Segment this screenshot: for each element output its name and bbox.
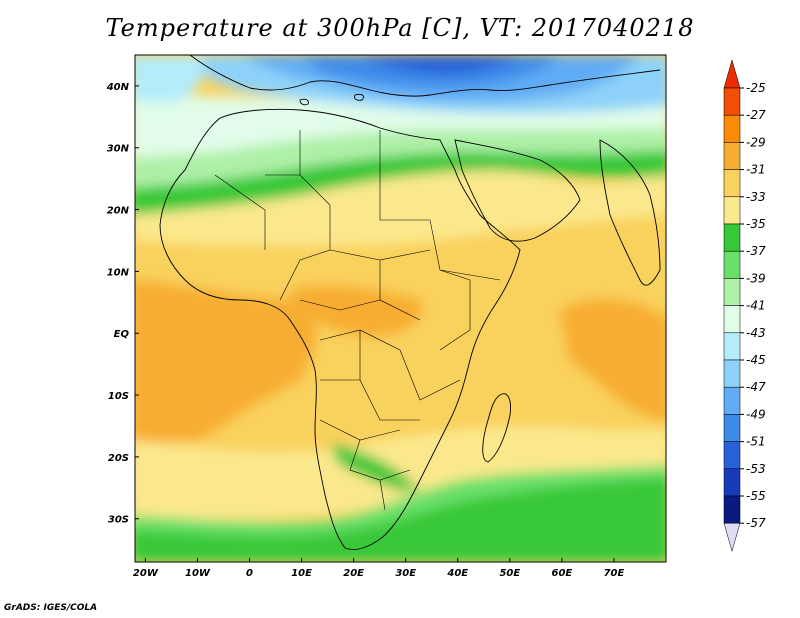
lon-tick-label: 60E (552, 568, 573, 579)
colorbar-level-label: -29 (746, 135, 766, 149)
lat-tick-label: EQ (114, 329, 130, 340)
colorbar-swatch (723, 87, 741, 116)
colorbar-swatch (723, 441, 741, 470)
colorbar-swatch (723, 495, 741, 524)
map-title: Temperature at 300hPa [C], VT: 201704021… (105, 14, 695, 42)
lon-tick-label: 0 (246, 568, 253, 579)
colorbar-level-label: -53 (746, 462, 766, 476)
mediterranean-islands (299, 93, 365, 106)
lat-tick-label: 10S (108, 391, 129, 402)
lon-tick-label: 20W (133, 568, 159, 579)
coastline-outlines (159, 55, 661, 550)
colorbar-level-label: -27 (746, 108, 766, 122)
colorbar-swatch (723, 305, 741, 334)
credit-label: GrADS: IGES/COLA (4, 603, 98, 613)
lon-tick-label: 20E (343, 568, 364, 579)
colorbar-level-label: -57 (746, 516, 766, 530)
white-patch-northwest (135, 55, 204, 103)
colorbar-swatch (723, 196, 741, 225)
colorbar-bottom-arrow (723, 522, 741, 553)
lat-tick-label: 30S (108, 515, 129, 526)
colorbar-swatch (723, 359, 741, 388)
lat-tick-label: 20N (107, 206, 130, 217)
green-band-south (135, 478, 666, 562)
africa-coastline (159, 108, 521, 550)
colorbar-level-label: -39 (746, 271, 766, 285)
madagascar-outline (482, 393, 511, 463)
green-tongue-south (330, 445, 420, 491)
colorbar-swatch (723, 278, 741, 306)
warm-region-east (560, 299, 666, 420)
lightgreen-band-north (135, 115, 666, 188)
map-frame (134, 54, 667, 563)
lon-tick-label: 10W (185, 568, 211, 579)
colorbar-swatch (723, 332, 741, 361)
lon-tick-label: 50E (499, 568, 520, 579)
colorbar-level-label: -45 (746, 353, 766, 367)
lat-tick-label: 20S (108, 453, 129, 464)
colorbar-level-label: -47 (746, 380, 766, 394)
colorbar-level-label: -41 (746, 299, 766, 313)
color-legend: -25 -27 -29 -31 -33 -35 -37 -39 -41 -43 -45 -47 -49 -… (723, 59, 766, 553)
colorbar-swatch (723, 386, 741, 415)
colorbar-level-label: -55 (746, 489, 766, 503)
colorbar-swatch (723, 250, 741, 279)
lat-tick-label: 30N (107, 144, 130, 155)
arabia-outline (454, 139, 581, 242)
europe-coast (189, 55, 661, 97)
colorbar-swatch (723, 142, 741, 170)
country-borders (214, 130, 501, 511)
colorbar-swatch (723, 223, 741, 252)
colorbar-swatch (723, 414, 741, 442)
lon-tick-label: 70E (604, 568, 625, 579)
lon-tick-label: 10E (291, 568, 312, 579)
colorbar-level-label: -25 (746, 81, 766, 95)
colorbar-level-label: -33 (746, 190, 766, 204)
lon-tick-label: 40E (446, 568, 468, 579)
colorbar-level-label: -49 (746, 407, 766, 421)
warm-region-west (135, 280, 316, 445)
colorbar-swatch (723, 468, 741, 497)
colorbar-swatch (723, 114, 741, 143)
india-outline (599, 139, 661, 286)
lat-tick-label: 10N (107, 267, 130, 278)
lat-tick-label: 40N (106, 82, 130, 93)
lon-tick-label: 30E (395, 568, 416, 579)
colorbar-level-label: -35 (746, 217, 766, 231)
colorbar-top-arrow (723, 59, 741, 89)
colorbar-level-label: -51 (746, 435, 766, 449)
pale-region-north (135, 168, 666, 247)
colorbar-level-label: -31 (746, 163, 766, 177)
colorbar-swatch (723, 169, 741, 198)
warm-region-central (290, 285, 422, 336)
blue-deep-north (360, 55, 520, 74)
colorbar-level-label: -43 (746, 326, 766, 340)
temperature-field (135, 55, 666, 562)
lightgreen-band-south (135, 465, 666, 548)
colorbar-level-label: -37 (746, 244, 766, 258)
